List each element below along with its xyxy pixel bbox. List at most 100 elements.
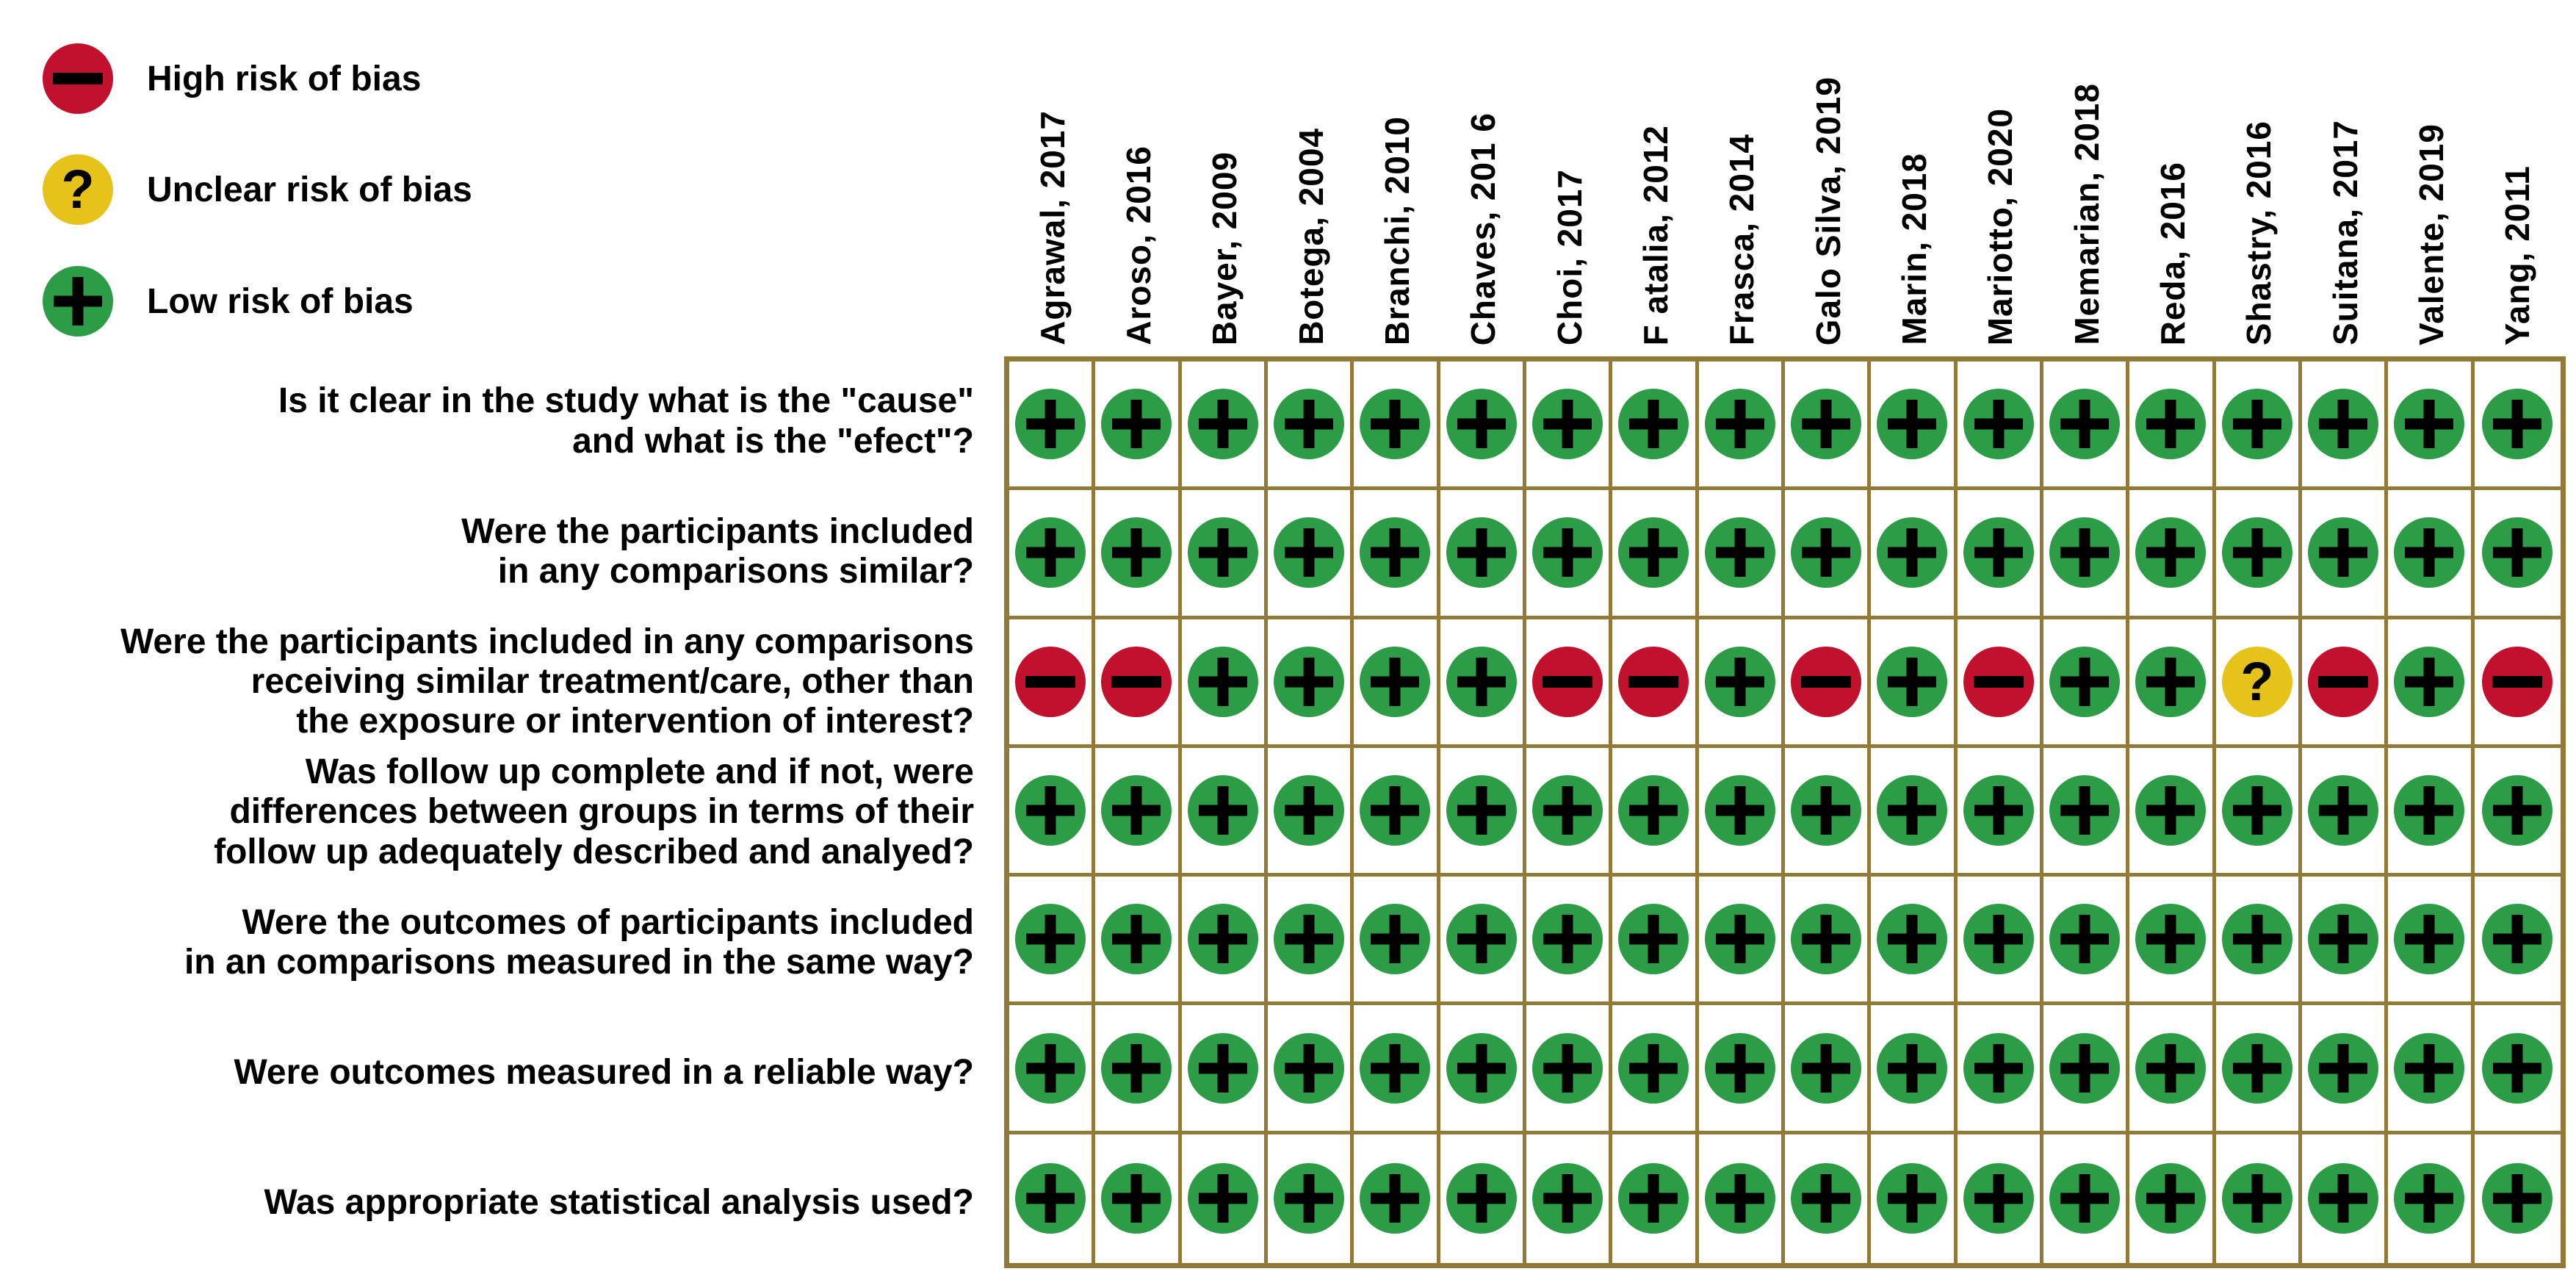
low-risk-icon [1187,1163,1258,1234]
risk-cell [1440,747,1526,877]
risk-cell [1612,1134,1699,1263]
risk-cell [1957,1005,2043,1134]
high-risk-icon [1532,646,1603,717]
low-risk-icon [1963,1032,2034,1104]
risk-cell [1182,1134,1268,1263]
low-risk-icon [1274,1163,1345,1234]
low-risk-icon [1101,774,1172,846]
low-risk-icon [1274,517,1345,589]
low-risk-icon [1274,389,1345,460]
low-risk-icon [1015,517,1086,589]
low-risk-icon [1618,774,1689,846]
risk-cell [1871,747,1958,877]
risk-cell [1612,1005,1699,1134]
study-column-header: Reda, 2016 [2129,0,2215,351]
low-risk-icon [1791,774,1862,846]
low-risk-icon [1360,389,1431,460]
risk-cell [1354,747,1440,877]
risk-cell [1181,361,1268,491]
risk-cell [2216,1134,2302,1263]
low-risk-icon [1704,904,1775,975]
high-risk-icon [1101,646,1172,717]
low-risk-icon [1360,774,1431,846]
low-risk-icon [2135,904,2207,975]
question-row-label: Was follow up complete and if not, were … [214,752,974,871]
risk-cell [1095,877,1182,1006]
low-risk-icon [2049,1032,2121,1104]
risk-cell [1612,619,1699,748]
risk-cell [1268,747,1354,877]
study-column-header: Shastry, 2016 [2216,0,2302,351]
low-risk-icon [2308,1032,2379,1104]
risk-cell [1181,619,1268,748]
risk-cell [1526,1134,1613,1263]
low-risk-icon [1618,904,1689,975]
risk-cell [2215,1005,2302,1134]
low-risk-icon [1446,1032,1517,1104]
low-risk-icon [1446,904,1517,975]
study-column-header-label: Valente, 2019 [2411,123,2450,345]
high-risk-icon [2482,646,2553,717]
risk-cell [2302,490,2389,619]
low-risk-icon [1877,517,1948,589]
low-risk-icon [1963,389,2034,460]
risk-cell [2474,490,2561,619]
question-row-label: Was appropriate statistical analysis use… [264,1183,974,1223]
risk-cell: ? [2215,619,2302,748]
low-risk-icon [2135,646,2207,717]
low-risk-icon [1360,646,1431,717]
risk-cell [1009,1005,1096,1134]
study-column-header-label: Suitana, 2017 [2326,119,2364,345]
low-risk-icon [2221,517,2292,589]
low-risk-icon [1187,904,1258,975]
low-risk-icon [1704,774,1775,846]
risk-cell [2129,1005,2216,1134]
risk-cell [2129,1134,2216,1263]
risk-cell [2129,361,2216,491]
risk-cell [1440,1005,1526,1134]
study-column-header-label: Memarian, 2018 [2067,83,2106,345]
low-risk-icon [1963,517,2034,589]
low-risk-icon [2394,774,2465,846]
risk-cell [2474,748,2561,877]
low-risk-icon [2308,517,2379,589]
risk-cell [1785,1005,1872,1134]
risk-cell [1871,1134,1958,1263]
question-row-label: Were the outcomes of participants includ… [184,902,974,982]
low-risk-icon [2135,1163,2207,1234]
risk-cell [2302,877,2389,1006]
low-risk-icon [2221,774,2292,846]
risk-cell [2043,1134,2130,1263]
low-risk-icon [1360,1032,1431,1104]
low-risk-icon [2049,389,2121,460]
study-column-header-label: Chaves, 201 6 [1464,112,1503,345]
risk-cell [2475,1134,2561,1263]
risk-cell [1526,361,1613,491]
low-risk-icon [1704,389,1775,460]
risk-cell [1095,747,1182,877]
low-risk-icon [1360,1163,1431,1234]
study-column-header: Memarian, 2018 [2043,0,2129,351]
low-risk-icon [2394,389,2465,460]
risk-cell [1268,361,1354,491]
study-column-header: Aroso, 2016 [1095,0,1181,351]
study-column-header: Valente, 2019 [2388,0,2474,351]
study-column-header: Marin, 2018 [1871,0,1957,351]
legend-label-unclear: Unclear risk of bias [147,170,472,209]
risk-cell [1957,877,2043,1006]
risk-cell [2043,1005,2130,1134]
low-risk-icon [1618,1032,1689,1104]
low-risk-icon [1360,904,1431,975]
risk-cell [2474,619,2561,748]
risk-cell [2474,877,2561,1006]
high-risk-icon [43,43,113,114]
low-risk-icon [1618,1163,1689,1234]
legend-label-high: High risk of bias [147,59,422,98]
risk-cell [1095,1134,1182,1263]
row-labels: Is it clear in the study what is the "ca… [0,356,993,1268]
low-risk-icon [2308,389,2379,460]
risk-cell [1612,747,1699,877]
study-column-header: Bayer, 2009 [1182,0,1268,351]
low-risk-icon [1446,389,1517,460]
risk-cell [2215,877,2302,1006]
